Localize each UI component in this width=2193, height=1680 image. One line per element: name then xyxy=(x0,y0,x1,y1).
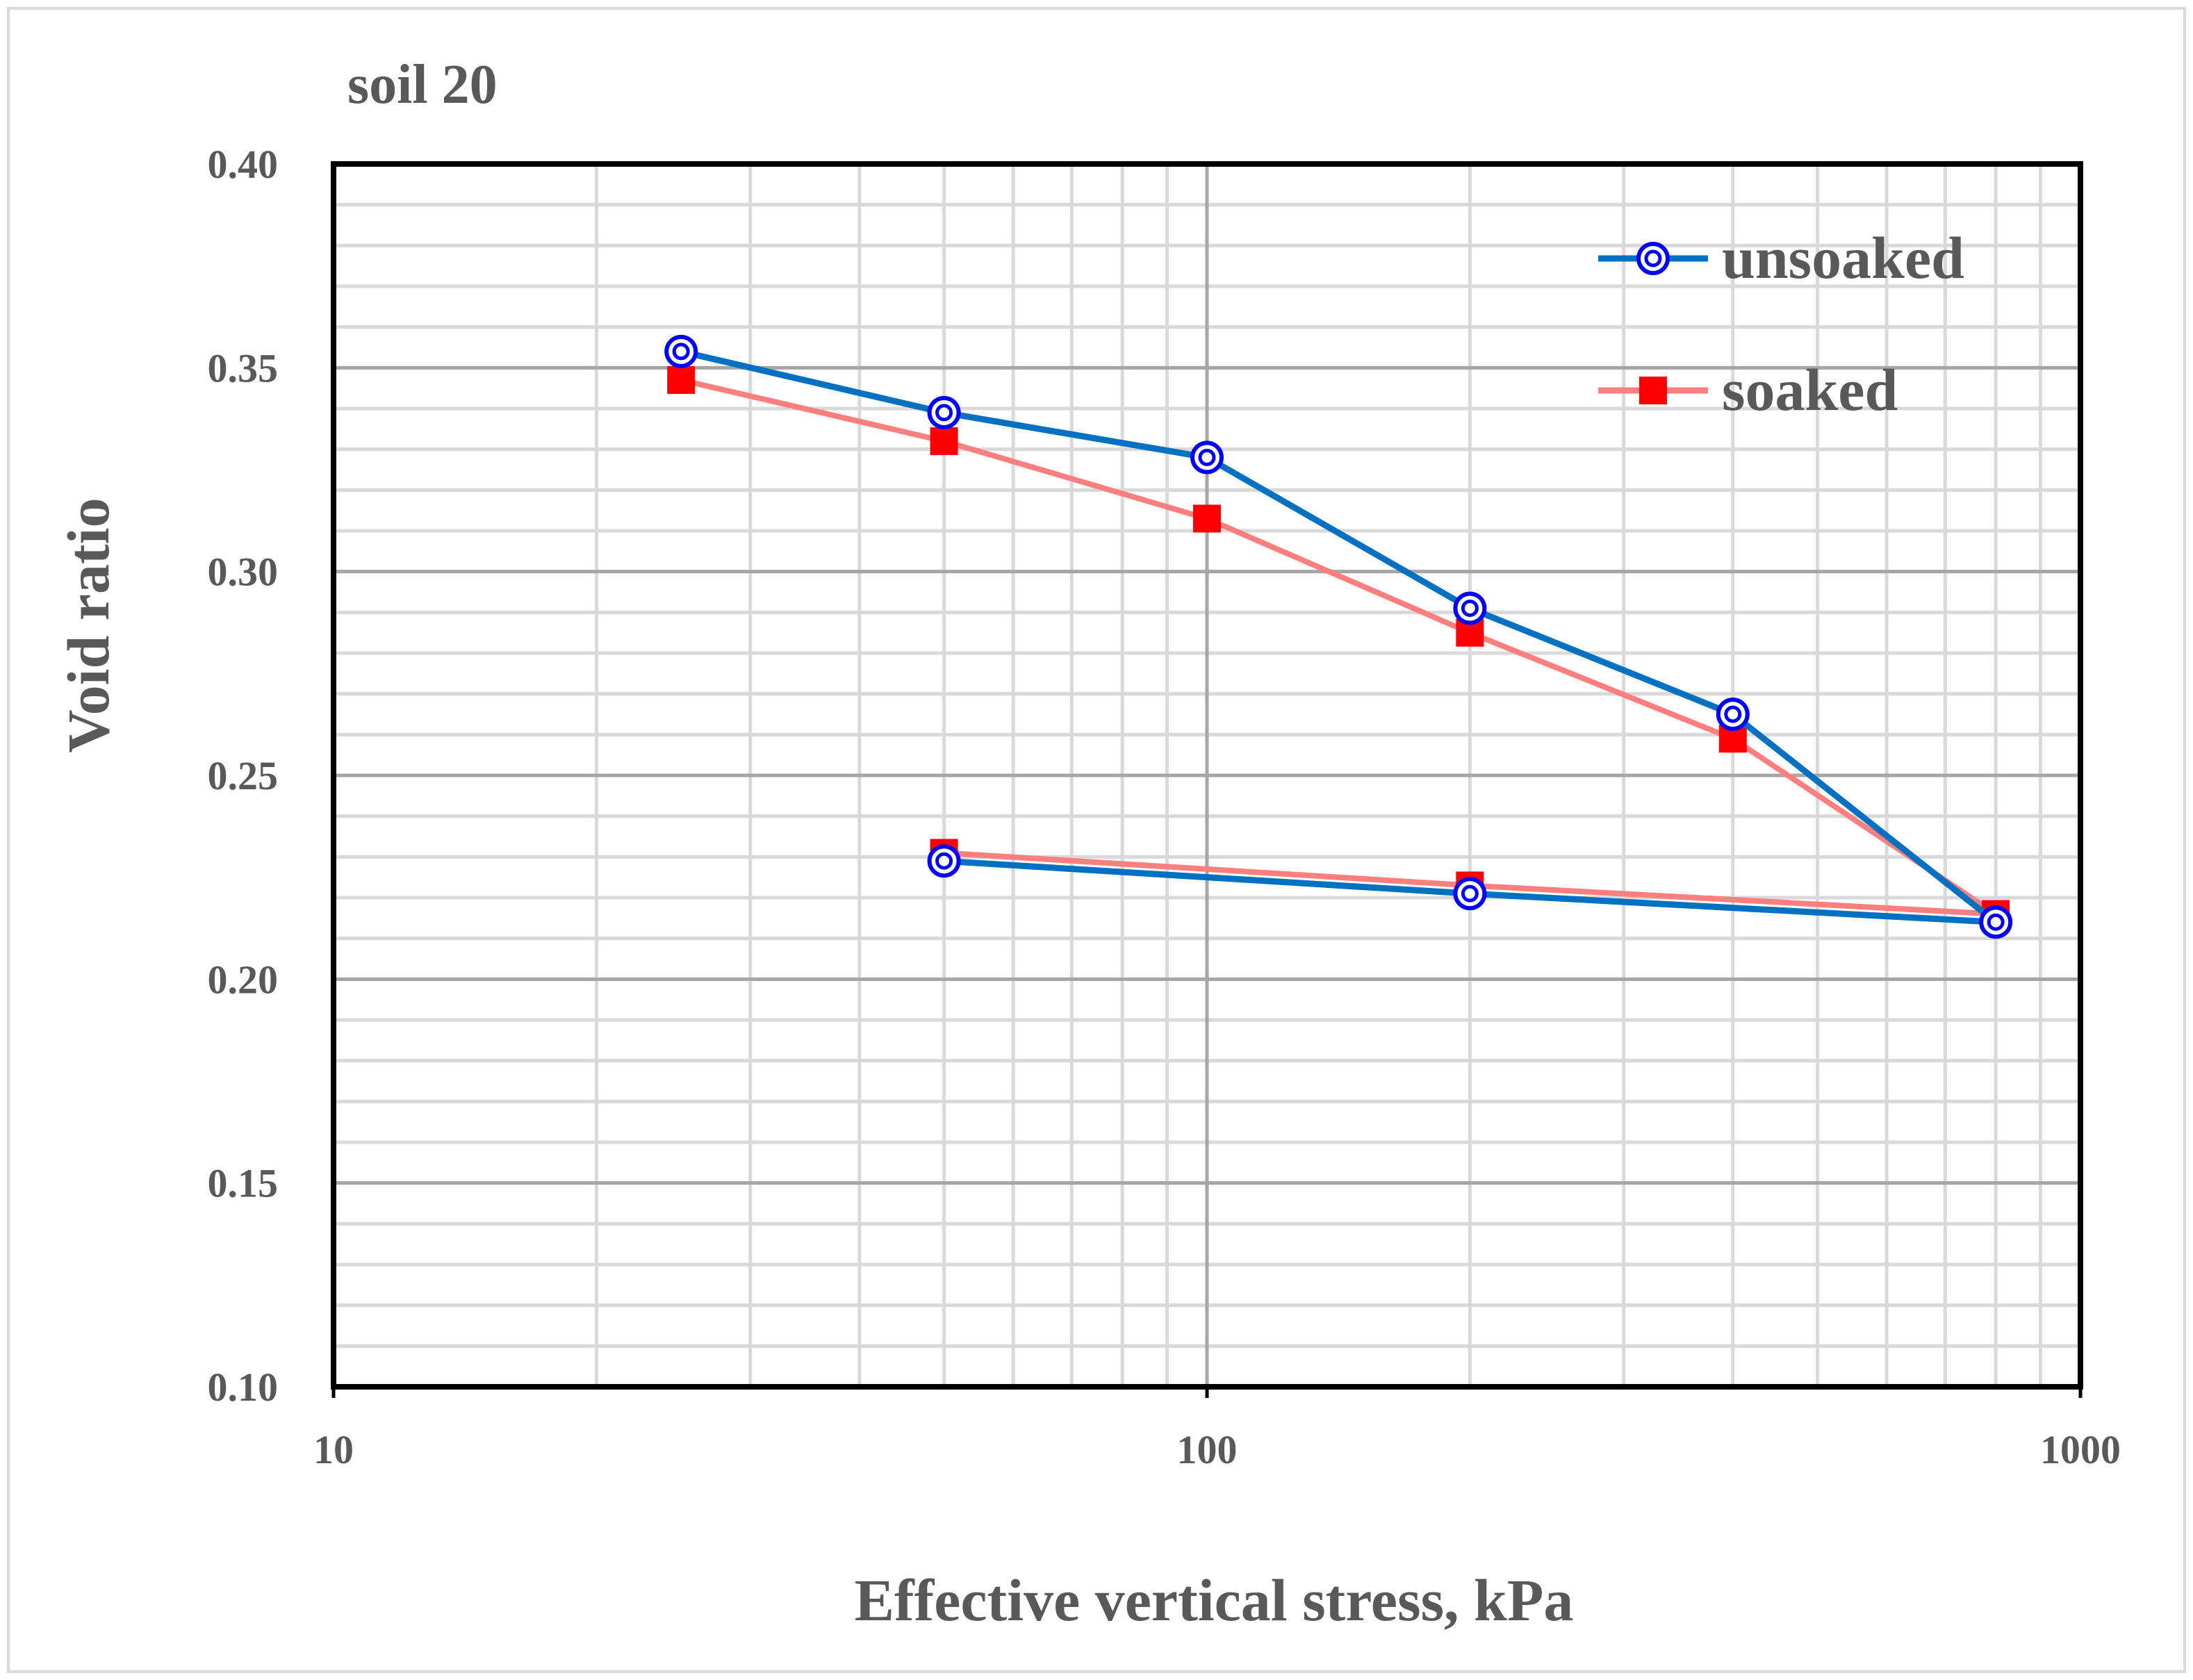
data-point-unsoaked xyxy=(664,334,698,368)
x-axis-tick-labels: 10 100 1000 xyxy=(313,1427,2121,1472)
series-unsoaked xyxy=(664,334,2013,939)
x-tick-label: 1000 xyxy=(2040,1427,2121,1472)
y-tick-label: 0.15 xyxy=(208,1161,279,1206)
data-point-unsoaked-inner xyxy=(672,343,690,361)
y-tick-label: 0.10 xyxy=(208,1365,279,1410)
data-point-soaked xyxy=(1193,504,1221,533)
data-point-unsoaked xyxy=(1979,905,2013,939)
legend-marker-unsoaked xyxy=(1636,242,1670,275)
y-axis-title: Void ratio xyxy=(55,497,122,752)
y-axis-tick-labels: 0.10 0.15 0.20 0.25 0.30 0.35 0.40 xyxy=(208,142,279,1410)
data-point-unsoaked-inner xyxy=(1987,913,2005,931)
y-tick-label: 0.25 xyxy=(208,753,279,798)
y-tick-label: 0.30 xyxy=(208,550,279,595)
legend-marker-unsoaked-inner xyxy=(1644,249,1662,267)
legend-item-soaked: soaked xyxy=(1598,356,1898,423)
data-point-soaked xyxy=(667,365,696,394)
series-line-unsoaked xyxy=(677,348,1999,925)
data-point-unsoaked-inner xyxy=(1461,884,1479,903)
x-axis-tick-marks xyxy=(331,1387,2083,1398)
y-tick-label: 0.40 xyxy=(208,142,279,187)
y-tick-label: 0.35 xyxy=(208,345,279,390)
series-line-soaked xyxy=(678,377,1999,917)
data-point-soaked xyxy=(930,427,958,455)
data-point-unsoaked xyxy=(927,844,961,878)
x-tick-label: 100 xyxy=(1177,1427,1238,1472)
y-tick-label: 0.20 xyxy=(208,957,279,1002)
data-point-unsoaked xyxy=(1453,591,1487,625)
legend-item-unsoaked: unsoaked xyxy=(1598,224,1964,291)
data-point-unsoaked xyxy=(927,395,961,429)
series-layer xyxy=(664,334,2013,939)
data-point-unsoaked xyxy=(1716,698,1750,731)
data-point-unsoaked xyxy=(1453,877,1487,911)
legend-label-soaked: soaked xyxy=(1722,356,1898,423)
chart-title: soil 20 xyxy=(347,54,498,115)
legend-marker-soaked xyxy=(1639,377,1667,404)
legend: unsoaked soaked xyxy=(1598,224,1964,423)
x-axis-title: Effective vertical stress, kPa xyxy=(855,1567,1574,1633)
x-tick-label: 10 xyxy=(313,1427,354,1472)
data-point-unsoaked-inner xyxy=(1724,705,1742,723)
data-point-unsoaked-inner xyxy=(935,852,953,870)
data-point-unsoaked-inner xyxy=(935,404,953,422)
data-point-unsoaked xyxy=(1190,440,1224,475)
data-point-unsoaked-inner xyxy=(1198,448,1216,466)
legend-label-unsoaked: unsoaked xyxy=(1722,224,1964,291)
data-point-unsoaked-inner xyxy=(1461,599,1479,617)
